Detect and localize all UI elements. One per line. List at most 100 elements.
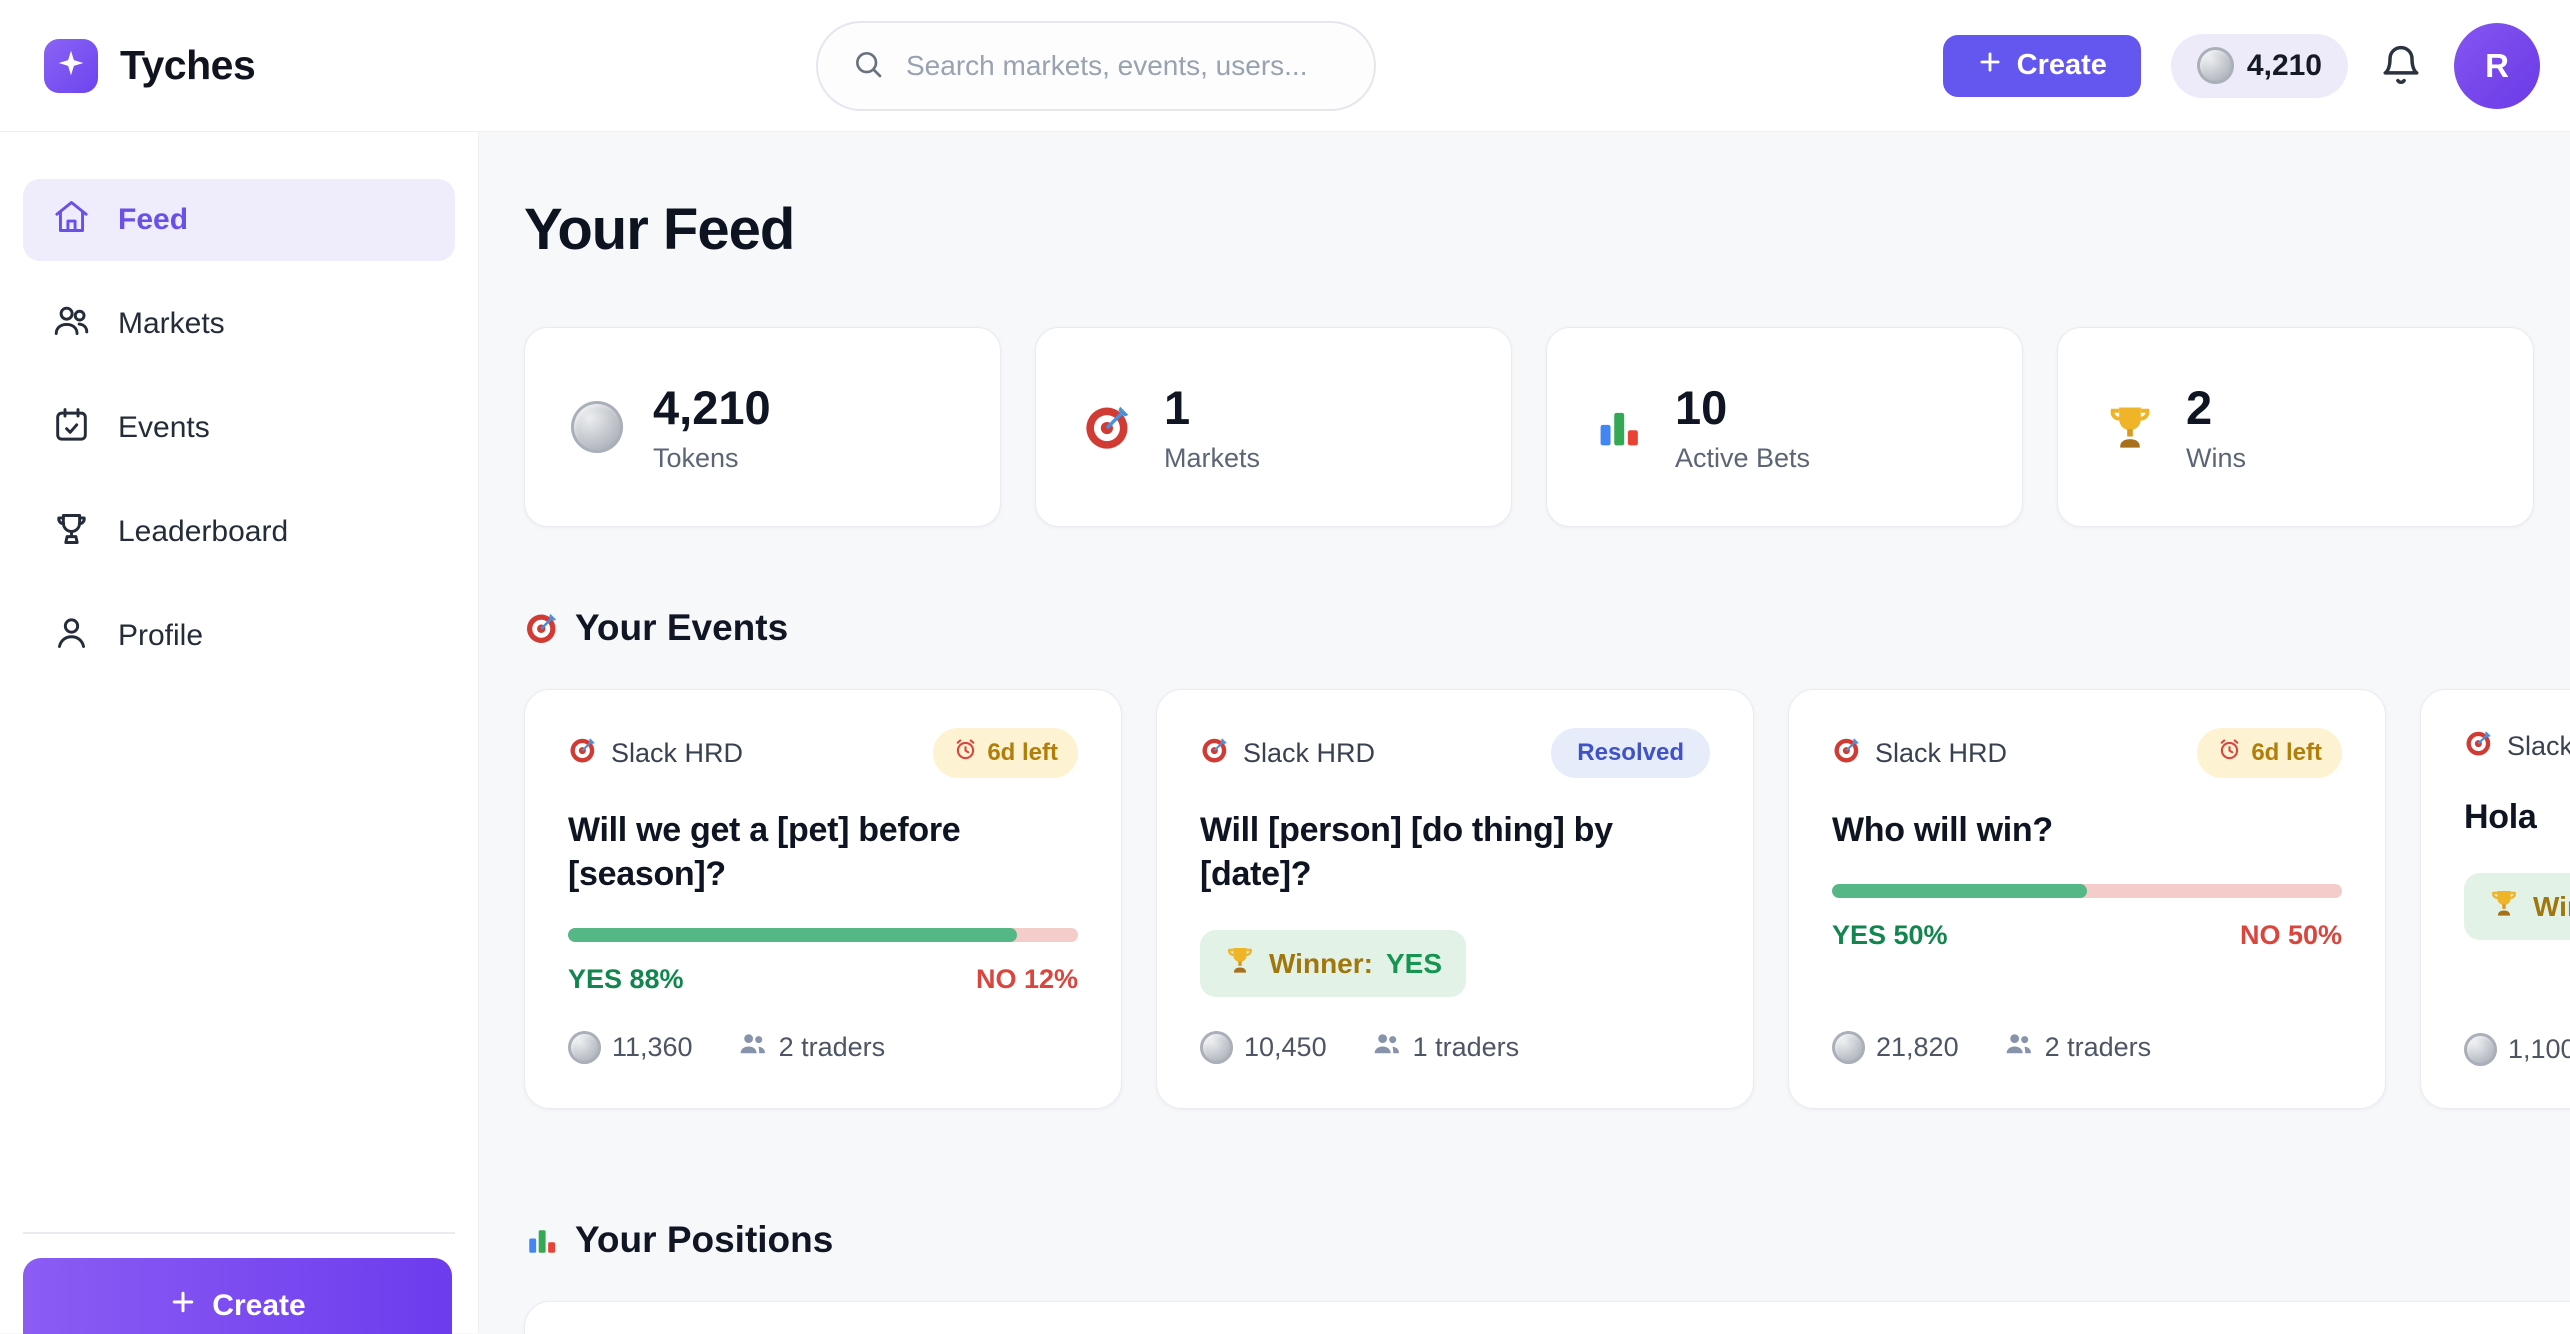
stat-label: Markets [1164, 443, 1261, 473]
event-title: Hola [2464, 798, 2537, 836]
stat-label: Active Bets [1675, 443, 1811, 473]
bar-chart-icon [524, 1222, 560, 1258]
winner-pill: Winner: YES [1200, 930, 1466, 998]
event-source: Slack HRD [568, 735, 743, 772]
search-input[interactable] [904, 49, 1340, 83]
sidebar-create-button[interactable]: Create [23, 1258, 452, 1334]
coin-icon [1200, 1030, 1233, 1064]
event-traders-value: 2 traders [778, 1031, 886, 1062]
topbar: Tyches Create 4,210 [0, 0, 2570, 132]
events-section-header: Your Events [524, 607, 2570, 649]
stat-value: 1 [1164, 381, 1191, 434]
yes-percentage: YES 50% [1832, 920, 1948, 951]
event-source-label: Slack HRD [1243, 737, 1376, 768]
events-section-title: Your Events [575, 607, 789, 648]
yes-no-progress [1832, 884, 2342, 899]
yes-progress-fill [568, 928, 1017, 943]
sidebar-create-label: Create [212, 1289, 306, 1322]
event-title: Will we get a [pet] before [season]? [568, 811, 961, 894]
deadline-badge-label: 6d left [2251, 739, 2322, 766]
event-tokens: 10,450 [1200, 1030, 1327, 1064]
event-title: Will [person] [do thing] by [date]? [1200, 811, 1613, 894]
event-tokens: 21,820 [1832, 1030, 1959, 1064]
page-title: Your Feed [524, 197, 795, 262]
search-bar[interactable] [816, 21, 1376, 111]
token-balance-pill[interactable]: 4,210 [2170, 33, 2348, 98]
alarm-clock-icon [2217, 737, 2242, 769]
stat-card-tokens: 4,210 Tokens [524, 327, 1001, 527]
yes-progress-fill [1832, 884, 2087, 899]
trophy-icon [2104, 401, 2156, 453]
user-avatar[interactable]: R [2454, 22, 2540, 109]
avatar-initial: R [2485, 46, 2509, 84]
event-tokens-value: 21,820 [1876, 1031, 1959, 1062]
positions-section-title: Your Positions [575, 1219, 834, 1260]
event-source-label: Slack HRD [1875, 737, 2008, 768]
event-traders: 2 traders [737, 1028, 886, 1066]
event-tokens: 1,100 [2464, 1033, 2570, 1066]
event-source: Slack HRD [2464, 728, 2570, 765]
event-card[interactable]: Slack HRD 6d left Will we get a [pet] be… [524, 689, 1122, 1109]
target-icon [1200, 735, 1230, 772]
token-balance-value: 4,210 [2246, 48, 2322, 82]
stat-label: Wins [2186, 443, 2246, 473]
brand-name: Tyches [120, 42, 256, 88]
yes-percentage: YES 88% [568, 964, 684, 995]
sidebar-item-leaderboard[interactable]: Leaderboard [23, 491, 455, 573]
winner-pill: Winner: YES [2464, 873, 2570, 941]
event-tokens-value: 1,100 [2508, 1034, 2570, 1064]
winner-value: YES [1385, 947, 1442, 979]
event-traders: 2 traders [2003, 1028, 2151, 1066]
event-source-label: Slack HRD [611, 737, 744, 768]
positions-card [524, 1301, 2570, 1334]
target-icon [524, 610, 560, 646]
positions-section-header: Your Positions [524, 1219, 2570, 1261]
sidebar-item-profile[interactable]: Profile [23, 595, 455, 677]
event-source: Slack HRD [1832, 735, 2007, 772]
coin-icon [571, 401, 623, 453]
stat-card-active-bets: 10 Active Bets [1546, 327, 2023, 527]
target-icon [1082, 401, 1134, 453]
sidebar-item-events[interactable]: Events [23, 387, 455, 469]
stat-card-wins: 2 Wins [2057, 327, 2534, 527]
main-content: Your Feed Events that need your attentio… [479, 132, 2570, 1334]
target-icon [2464, 728, 2494, 765]
notifications-button[interactable] [2378, 43, 2424, 89]
stat-value: 4,210 [653, 381, 771, 434]
stat-card-markets: 1 Markets [1035, 327, 1512, 527]
traders-icon [1371, 1028, 1402, 1066]
sidebar-item-label: Markets [118, 307, 225, 340]
trophy-icon [1224, 944, 1256, 983]
app-logo[interactable] [44, 38, 98, 93]
stats-row: 4,210 Tokens 1 Markets [524, 327, 2570, 527]
create-button[interactable]: Create [1942, 34, 2141, 97]
event-traders-value: 1 traders [1412, 1031, 1520, 1062]
event-card[interactable]: Slack HRD Hola Winner: YES [2420, 689, 2570, 1109]
user-icon [52, 613, 91, 660]
stat-label: Tokens [653, 443, 739, 473]
users-icon [52, 301, 91, 348]
sidebar: Feed Markets Events [0, 132, 479, 1334]
resolved-badge: Resolved [1551, 728, 1710, 778]
calendar-icon [52, 405, 91, 452]
bar-chart-icon [1593, 401, 1645, 453]
target-icon [1832, 735, 1862, 772]
plus-icon [1977, 49, 2003, 83]
create-button-label: Create [2016, 49, 2107, 81]
coin-icon [1832, 1030, 1865, 1064]
event-card[interactable]: Slack HRD Resolved Will [person] [do thi… [1156, 689, 1754, 1109]
sidebar-item-label: Profile [118, 619, 204, 652]
coin-icon [2464, 1033, 2497, 1066]
sidebar-item-markets[interactable]: Markets [23, 283, 455, 365]
stat-value: 2 [2186, 381, 2213, 434]
event-source: Slack HRD [1200, 735, 1375, 772]
search-icon [852, 48, 884, 85]
event-tokens-value: 10,450 [1244, 1031, 1327, 1062]
no-percentage: NO 50% [2239, 920, 2342, 951]
event-card[interactable]: Slack HRD 6d left Who will win? [1788, 689, 2386, 1109]
sidebar-item-feed[interactable]: Feed [23, 179, 455, 261]
bell-icon [2379, 45, 2423, 90]
coin-icon [568, 1030, 601, 1064]
sidebar-divider [23, 1232, 455, 1234]
plus-icon [169, 1288, 197, 1324]
